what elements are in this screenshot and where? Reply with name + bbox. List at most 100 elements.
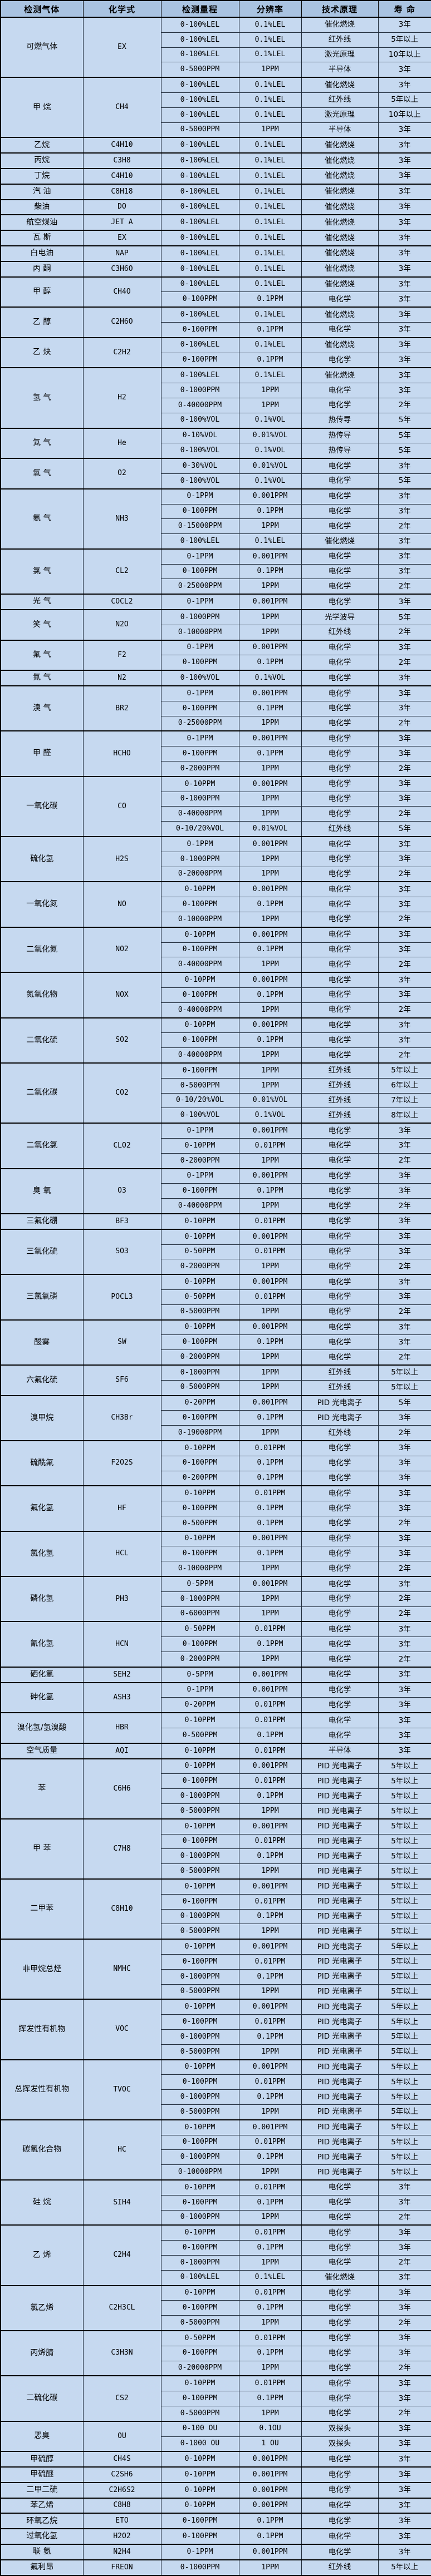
- resolution-cell: 1PPM: [238, 1364, 302, 1381]
- gas-name-cell: 酸雾: [0, 1319, 84, 1366]
- principle-cell: 双探头: [301, 2420, 379, 2437]
- lifespan-cell: 2年: [378, 2315, 431, 2331]
- principle-cell: 电化学: [301, 761, 379, 777]
- range-cell: 0-10PPM: [160, 1228, 239, 1245]
- principle-cell: 电化学: [301, 685, 379, 701]
- lifespan-cell: 3年: [378, 260, 431, 278]
- table-row: 0-100PPM 0.01PPM PID 光电离子 5年以上: [1, 2074, 431, 2090]
- lifespan-cell: 6年以上: [378, 1077, 431, 1094]
- lifespan-cell: 2年: [378, 1606, 431, 1622]
- lifespan-cell: 5年以上: [378, 92, 431, 108]
- resolution-cell: 0.1%LEL: [238, 167, 302, 185]
- range-cell: 0-1000PPM: [160, 2149, 239, 2165]
- formula-cell: H2O2: [82, 2528, 161, 2545]
- table-row: 臭 氧 O3 0-1PPM 0.001PPM 电化学 3年: [0, 1168, 431, 1214]
- principle-cell: 电化学: [301, 488, 379, 505]
- range-cell: 0-30%VOL: [160, 458, 239, 474]
- lifespan-cell: 5年以上: [378, 1773, 431, 1789]
- table-row: 0-10000PPM 1PPM 红外线 2年: [1, 624, 431, 641]
- table-row: 0-1000PPM 1PPM 电化学 2年: [1, 1591, 431, 1607]
- resolution-cell: 0.1PPM: [238, 2391, 302, 2406]
- col-header-resolution: 分辨率: [238, 0, 302, 18]
- table-row: 0-100%VOL 0.1%VOL 电化学 5年: [1, 473, 431, 490]
- lifespan-cell: 5年以上: [378, 1788, 431, 1804]
- formula-cell: C8H10: [82, 1878, 161, 1940]
- range-cell: 0-100PPM: [160, 2240, 239, 2256]
- resolution-cell: 1PPM: [238, 2044, 302, 2060]
- principle-cell: 电化学: [301, 1274, 379, 1290]
- table-row: 0-6000PPM 1PPM 电化学 2年: [1, 1606, 431, 1622]
- table-row: 一氧化氮 NO 0-10PPM 0.001PPM 电化学 3年: [0, 881, 431, 928]
- range-cell: 0-1000PPM: [160, 1908, 239, 1925]
- resolution-cell: 1PPM: [238, 1304, 302, 1321]
- principle-cell: 电化学: [301, 1259, 379, 1275]
- range-cell: 0-1PPM: [160, 730, 239, 747]
- resolution-cell: 0.001PPM: [238, 548, 302, 565]
- table-row: 氟化氢 HF 0-10PPM 0.01PPM 电化学 3年: [0, 1485, 431, 1532]
- table-row: 氯乙烯 C2H3CL 0-10PPM 0.01PPM 电化学 3年: [0, 2285, 431, 2331]
- lifespan-cell: 3年: [378, 77, 431, 93]
- formula-cell: EX: [82, 16, 161, 78]
- lifespan-cell: 3年: [378, 639, 431, 656]
- range-cell: 0-100%LEL: [160, 533, 239, 550]
- lifespan-cell: 2年: [378, 1515, 431, 1532]
- resolution-cell: 1PPM: [238, 2209, 302, 2226]
- range-cell: 0-10PPM: [160, 2285, 239, 2301]
- resolution-cell: 0.1PPM: [238, 1410, 302, 1426]
- lifespan-cell: 3年: [378, 152, 431, 169]
- principle-cell: 电化学: [301, 579, 379, 595]
- principle-cell: 半导体: [301, 62, 379, 78]
- range-cell: 0-5000PPM: [160, 1304, 239, 1321]
- lifespan-cell: 3年: [378, 276, 431, 293]
- principle-cell: 电化学: [301, 1198, 379, 1214]
- formula-cell: C3H6O: [82, 260, 161, 278]
- gas-name-cell: 甲 醛: [0, 730, 84, 777]
- table-row: 硅 烷 SIH4 0-10PPM 0.01PPM 电化学 3年: [0, 2179, 431, 2226]
- principle-cell: 电化学: [301, 1666, 379, 1683]
- lifespan-cell: 3年: [378, 1228, 431, 1245]
- lifespan-cell: 3年: [378, 2528, 431, 2545]
- principle-cell: 电化学: [301, 1455, 379, 1471]
- formula-cell: COCL2: [82, 594, 161, 610]
- resolution-cell: 0.01PPM: [238, 1213, 302, 1230]
- lifespan-cell: 3年: [378, 1183, 431, 1199]
- resolution-cell: 0.01PPM: [238, 1697, 302, 1713]
- principle-cell: 电化学: [301, 2375, 379, 2392]
- gas-name-cell: 硫酰氟: [0, 1440, 84, 1486]
- principle-cell: 电化学: [301, 2315, 379, 2331]
- range-cell: 0-1000PPM: [160, 2089, 239, 2105]
- principle-cell: 电化学: [301, 2360, 379, 2376]
- formula-cell: NO: [82, 881, 161, 928]
- lifespan-cell: 2年: [378, 761, 431, 777]
- lifespan-cell: 8年以上: [378, 1107, 431, 1124]
- resolution-cell: 0.01PPM: [238, 1138, 302, 1154]
- lifespan-cell: 3年: [378, 2391, 431, 2406]
- table-row: 0-100%VOL 0.1%VOL 红外线 8年以上: [1, 1107, 431, 1124]
- range-cell: 0-5000PPM: [160, 2405, 239, 2422]
- principle-cell: 红外线: [301, 92, 379, 108]
- gas-name-cell: 丁烷: [0, 167, 84, 185]
- formula-cell: HC: [82, 2119, 161, 2181]
- principle-cell: 电化学: [301, 1636, 379, 1653]
- range-cell: 0-100PPM: [160, 1334, 239, 1351]
- principle-cell: PID 光电离子: [301, 2164, 379, 2181]
- resolution-cell: 0.001PPM: [238, 2466, 302, 2483]
- principle-cell: 电化学: [301, 518, 379, 535]
- principle-cell: 红外线: [301, 1062, 379, 1079]
- principle-cell: PID 光电离子: [301, 1984, 379, 2000]
- gas-name-cell: 三氯氧磷: [0, 1274, 84, 1321]
- table-row: 甲硫醚 C2SH6 0-10PPM 0.001PPM 电化学 3年: [0, 2466, 431, 2483]
- table-row: 0-100%LEL 0.1%LEL 红外线 5年以上: [1, 92, 431, 108]
- principle-cell: 电化学: [301, 1621, 379, 1638]
- principle-cell: 热传导: [301, 412, 379, 429]
- gas-name-cell: 砷化氢: [0, 1682, 84, 1713]
- formula-cell: SIH4: [82, 2179, 161, 2226]
- lifespan-cell: 5年以上: [378, 1969, 431, 1985]
- gas-name-cell: 氮氧化物: [0, 972, 84, 1018]
- resolution-cell: 0.001PPM: [238, 1576, 302, 1592]
- formula-cell: NO2: [82, 926, 161, 973]
- range-cell: 0-1PPM: [160, 639, 239, 656]
- lifespan-cell: 3年: [378, 245, 431, 262]
- gas-name-cell: 过氧化氢: [0, 2528, 84, 2545]
- principle-cell: 电化学: [301, 942, 379, 958]
